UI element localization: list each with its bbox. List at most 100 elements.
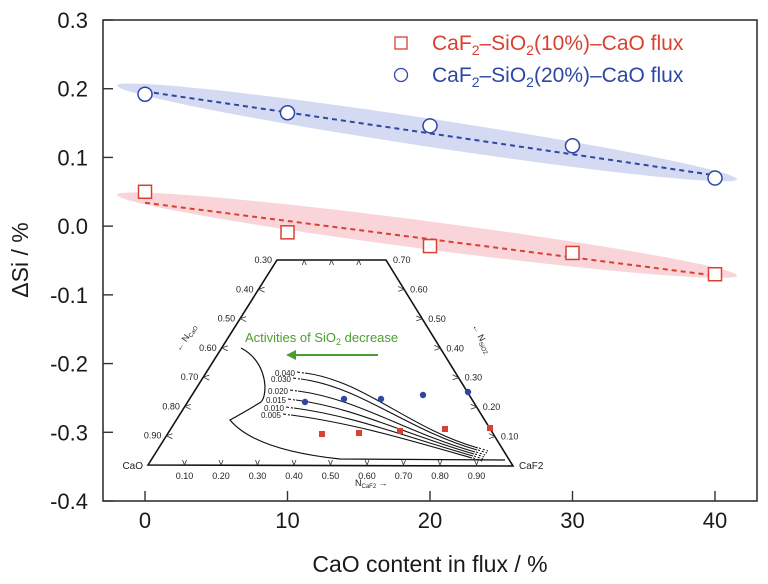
x-tick-label: 0: [139, 508, 151, 533]
ternary-right-tick: [470, 403, 477, 410]
y-tick-label: -0.3: [50, 420, 88, 445]
ternary-left-axis-title: ← NCaO: [173, 322, 200, 354]
data-points: [137, 86, 723, 282]
data-point-circle: [137, 86, 153, 102]
x-tick-label: 20: [418, 508, 442, 533]
ternary-vertex-cao: CaO: [122, 461, 143, 472]
ternary-bottom-tick-label: 0.30: [249, 471, 267, 481]
ternary-point-red: [319, 431, 325, 437]
ternary-bottom-tick: [291, 459, 297, 466]
isoactivity-dash: [478, 447, 489, 452]
y-tick-label: -0.4: [50, 489, 88, 514]
ternary-bottom-tick: [328, 459, 333, 466]
ternary-left-tick-label: 0.60: [199, 343, 217, 353]
svg-text:← NSiO2: ← NSiO2: [468, 322, 493, 356]
isoactivity-dash: [475, 451, 486, 456]
ternary-right-tick: [434, 344, 441, 351]
ternary-right-tick-label: 0.50: [428, 314, 446, 324]
ternary-right-tick-label: 0.40: [446, 343, 464, 353]
ternary-left-tick: [221, 345, 228, 352]
legend: CaF2–SiO2(10%)–CaO flux CaF2–SiO2(20%)–Ca…: [393, 32, 684, 90]
data-point-square: [565, 245, 580, 261]
ternary-left-tick-label: 0.40: [236, 284, 254, 294]
x-tick-label: 10: [275, 508, 299, 533]
isoactivity-label: 0.010: [264, 404, 285, 413]
isoactivity-line: [297, 390, 476, 453]
data-point-circle: [707, 170, 723, 186]
ternary-right-tick: [488, 433, 496, 439]
legend-marker-circle: [393, 67, 409, 83]
ternary-top-tick: [356, 259, 362, 266]
legend-label: CaF2–SiO2(20%)–CaO flux: [432, 64, 684, 90]
ternary-vertex-caf2: CaF2: [519, 461, 544, 472]
ternary-bottom-tick-label: 0.60: [358, 471, 376, 481]
y-tick-label: 0.0: [57, 214, 88, 239]
x-tick-label: 30: [560, 508, 584, 533]
ternary-left-tick: [258, 286, 265, 293]
isoactivity-line: [290, 414, 473, 459]
ternary-left-tick-label: 0.90: [144, 431, 162, 441]
ternary-right-tick: [452, 374, 459, 381]
ternary-right-tick-label: 0.60: [410, 284, 428, 294]
ternary-bottom-tick-label: 0.80: [431, 471, 449, 481]
ternary-right-axis-title: ← NSiO2: [468, 322, 493, 356]
isoactivity-dash: [473, 455, 484, 460]
data-point-circle: [279, 105, 296, 121]
ternary-bottom-tick: [182, 459, 187, 466]
ternary-left-tick: [239, 316, 247, 322]
ternary-point-red: [442, 426, 448, 432]
isoactivity-label: 0.015: [266, 396, 287, 405]
isoactivity-dash: [296, 371, 305, 374]
y-tick-label: -0.1: [50, 283, 88, 308]
ternary-left-tick-label: 0.80: [162, 401, 180, 411]
ternary-left-tick: [166, 433, 173, 440]
isoactivity-line: [295, 399, 475, 455]
trend-line-square: [144, 201, 716, 277]
ternary-point-blue: [301, 398, 309, 406]
ternary-top-tick: [301, 259, 307, 266]
isoactivity-dash: [287, 398, 296, 401]
confidence-bands: [116, 83, 738, 278]
isoactivity-dash: [474, 453, 485, 458]
ternary-bottom-tick: [364, 459, 370, 466]
data-point-square: [422, 238, 438, 254]
x-axis-title: CaO content in flux / %: [312, 551, 547, 577]
activity-arrow: [286, 350, 378, 360]
isoactivity-line: [293, 407, 474, 457]
ternary-point-blue: [340, 395, 348, 403]
y-tick-label: 0.1: [57, 145, 88, 170]
ternary-right-tick: [416, 315, 423, 322]
activity-annotation: Activities of SiO2 decrease: [245, 330, 398, 347]
ternary-right-tick: [397, 286, 405, 292]
data-point-square: [280, 225, 295, 240]
ternary-left-tick: [203, 374, 210, 381]
data-point-circle: [564, 137, 581, 154]
isoactivity-line: [304, 372, 479, 449]
ternary-bottom-tick-label: 0.10: [176, 471, 194, 481]
ternary-top-tick: [329, 259, 334, 266]
y-tick-label: -0.2: [50, 352, 88, 377]
isoactivity-label: 0.020: [268, 387, 289, 396]
ternary-bottom-tick: [474, 459, 479, 466]
ternary-point-red: [487, 425, 493, 431]
ternary-right-tick-label: 0.30: [465, 373, 483, 383]
ternary-point-red: [356, 430, 362, 436]
data-point-square: [137, 184, 153, 200]
isoactivity-label: 0.005: [261, 411, 282, 420]
y-tick-label: 0.3: [57, 8, 88, 33]
ternary-bottom-tick-label: 0.70: [395, 471, 413, 481]
data-point-square: [707, 266, 723, 282]
y-axis-ticks: 0.3 0.2 0.1 0.0 -0.1 -0.2 -0.3 -0.4: [50, 8, 113, 514]
isoactivity-dash: [289, 389, 298, 392]
ternary-isoactivity-curves: [229, 347, 506, 461]
ternary-bottom-tick-label: 0.20: [212, 471, 230, 481]
ternary-bottom-tick-label: 0.40: [285, 471, 303, 481]
y-tick-label: 0.2: [57, 77, 88, 102]
ternary-bottom-tick: [401, 459, 406, 466]
ternary-bottom-tick: [255, 459, 260, 466]
isoactivity-label: 0.030: [271, 375, 292, 384]
isoactivity-dash: [282, 413, 291, 416]
isoactivity-dash: [477, 449, 488, 454]
